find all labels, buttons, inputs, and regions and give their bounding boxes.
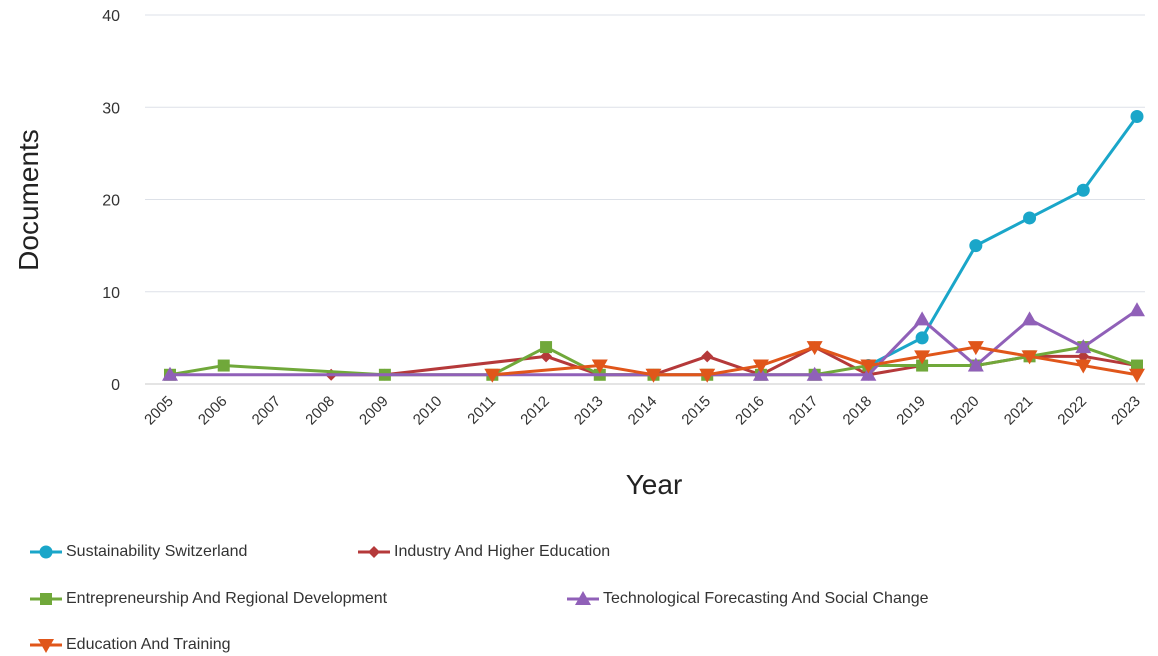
x-tick-label: 2007 xyxy=(249,393,285,429)
data-point xyxy=(1076,183,1090,197)
data-point xyxy=(701,350,714,363)
x-tick-label: 2020 xyxy=(947,393,983,429)
data-point xyxy=(1129,302,1145,317)
x-axis: 2005 2006 2007 2008 2009 2010 2011 2012 2013 2014… xyxy=(141,393,1144,429)
data-point xyxy=(484,368,501,383)
data-point xyxy=(1129,368,1145,383)
data-point xyxy=(1021,311,1038,326)
x-tick-label: 2014 xyxy=(625,393,661,429)
x-tick-label: 2006 xyxy=(195,393,231,429)
series-line xyxy=(492,345,1138,377)
x-tick-label: 2012 xyxy=(517,393,553,429)
data-point xyxy=(752,359,769,374)
data-point xyxy=(1075,339,1092,354)
data-point xyxy=(1130,109,1144,123)
data-point xyxy=(915,331,929,345)
x-tick-label: 2015 xyxy=(678,393,714,429)
x-tick-label: 2019 xyxy=(893,393,929,429)
data-point xyxy=(969,239,983,253)
x-tick-label: 2011 xyxy=(464,393,499,428)
data-point xyxy=(645,368,662,383)
series-layer xyxy=(162,109,1145,383)
grid xyxy=(145,14,1145,385)
x-tick-label: 2017 xyxy=(786,393,822,429)
series-1 xyxy=(861,109,1144,373)
x-tick-label: 2010 xyxy=(410,393,446,429)
x-tick-label: 2009 xyxy=(356,393,392,429)
data-point xyxy=(1021,350,1038,365)
series-line xyxy=(867,115,1139,367)
y-tick-label: 40 xyxy=(102,8,120,25)
y-tick-label: 10 xyxy=(102,285,120,302)
data-point xyxy=(806,366,823,381)
x-tick-label: 2018 xyxy=(840,393,876,429)
data-point xyxy=(217,359,230,372)
data-point xyxy=(914,311,931,326)
data-point xyxy=(967,357,984,372)
x-tick-label: 2016 xyxy=(732,393,768,429)
y-axis-title: Documents xyxy=(13,129,44,271)
x-axis-title: Year xyxy=(626,469,683,500)
data-point xyxy=(806,341,823,356)
series-4 xyxy=(162,302,1145,381)
data-point xyxy=(699,368,716,383)
data-point xyxy=(1077,350,1090,363)
x-tick-label: 2022 xyxy=(1054,393,1090,429)
x-tick-label: 2023 xyxy=(1108,393,1144,429)
y-tick-label: 20 xyxy=(102,193,120,210)
data-point xyxy=(162,366,178,381)
data-point xyxy=(540,350,553,363)
x-tick-label: 2005 xyxy=(141,393,177,429)
series-5 xyxy=(484,341,1145,383)
data-point xyxy=(914,350,931,365)
data-point xyxy=(916,359,929,372)
data-point xyxy=(967,341,984,356)
y-axis: 0 10 20 30 40 xyxy=(102,8,120,394)
data-point xyxy=(752,366,769,381)
data-point xyxy=(860,366,877,381)
x-tick-label: 2008 xyxy=(302,393,338,429)
y-tick-label: 0 xyxy=(111,377,120,394)
data-point xyxy=(860,359,877,374)
y-tick-label: 30 xyxy=(102,100,120,117)
data-point xyxy=(1023,211,1037,225)
data-point xyxy=(540,341,553,354)
data-point xyxy=(1075,359,1092,374)
series-line xyxy=(170,308,1138,377)
data-point xyxy=(591,359,608,374)
x-tick-label: 2021 xyxy=(1001,393,1037,429)
x-tick-label: 2013 xyxy=(571,393,607,429)
data-point xyxy=(1131,359,1143,372)
